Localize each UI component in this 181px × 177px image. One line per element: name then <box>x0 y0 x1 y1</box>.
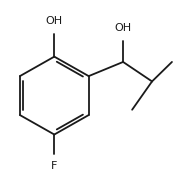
Text: OH: OH <box>115 23 132 33</box>
Text: OH: OH <box>46 16 63 26</box>
Text: F: F <box>51 161 58 171</box>
